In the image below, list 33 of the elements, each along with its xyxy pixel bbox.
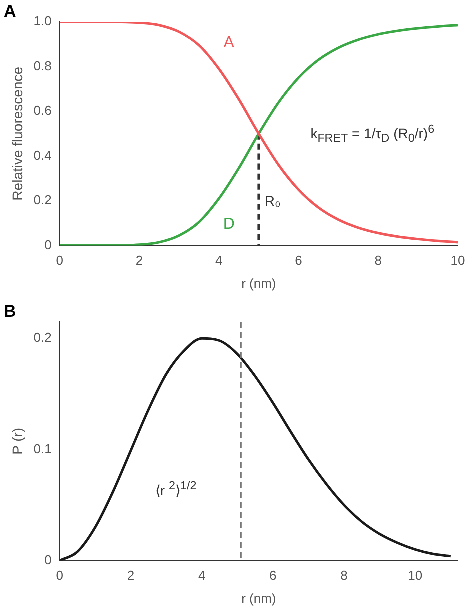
y-tick-label: 0.2 xyxy=(34,330,52,346)
x-tick-label: 0 xyxy=(56,568,64,584)
y-tick-label: 0.2 xyxy=(34,192,52,208)
x-tick-label: 8 xyxy=(374,253,382,268)
y-tick-label: 0 xyxy=(44,552,52,568)
annotation: k$_{FRET}$ = 1/τ$_{D}$ (R$_{0}$/r)$^{6}$ xyxy=(310,122,435,146)
line-series xyxy=(60,337,452,561)
y-tick-label: 0.8 xyxy=(34,58,52,74)
x-axis-title: r (nm) xyxy=(242,590,276,606)
series-label: A xyxy=(224,34,235,52)
x-tick-label: 2 xyxy=(136,253,144,268)
x-tick-label: 4 xyxy=(198,568,206,584)
x-tick-label: 6 xyxy=(270,568,277,584)
x-tick-label: 10 xyxy=(408,568,423,584)
x-tick-label: 10 xyxy=(450,253,466,268)
y-tick-label: 0.4 xyxy=(34,148,52,163)
chart-title: A xyxy=(4,2,16,22)
y-axis-title: Relative fluorescence xyxy=(9,66,26,201)
x-tick-label: 4 xyxy=(216,253,223,268)
annotation: ⟨r $^{2}$⟩$^{1/2}$ xyxy=(155,480,197,498)
x-tick-label: 6 xyxy=(295,253,302,268)
x-tick-label: 0 xyxy=(56,253,64,268)
y-tick-label: 1.0 xyxy=(34,14,52,29)
y-tick-label: 0.6 xyxy=(34,103,52,118)
y-axis-title: P (r) xyxy=(9,428,26,455)
annotation: R₀ xyxy=(264,193,281,210)
chart-title: B xyxy=(4,302,16,322)
series-label: D xyxy=(223,216,235,234)
x-axis-title: r (nm) xyxy=(242,276,276,291)
x-tick-label: 8 xyxy=(340,568,348,584)
x-tick-label: 2 xyxy=(127,568,135,584)
y-tick-label: 0.1 xyxy=(34,441,52,456)
y-tick-label: 0 xyxy=(44,237,52,252)
